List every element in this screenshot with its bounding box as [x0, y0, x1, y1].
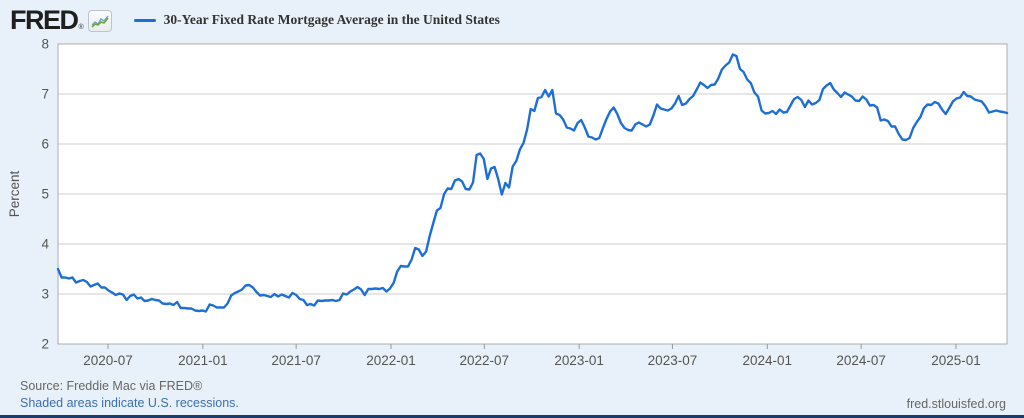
- svg-text:2: 2: [41, 337, 49, 352]
- svg-text:5: 5: [41, 187, 49, 202]
- fred-registered-mark: ®: [78, 24, 84, 31]
- legend-line-swatch: [133, 18, 156, 22]
- svg-text:7: 7: [41, 87, 49, 102]
- fred-sparkline-icon: [87, 10, 112, 32]
- svg-text:2023-01: 2023-01: [554, 353, 604, 368]
- svg-text:2024-07: 2024-07: [836, 353, 886, 368]
- svg-text:6: 6: [41, 137, 49, 152]
- chart-header: FRED ® 30-Year Fixed Rate Mortgage Avera…: [10, 6, 500, 34]
- svg-text:Percent: Percent: [7, 170, 22, 217]
- series-title[interactable]: 30-Year Fixed Rate Mortgage Average in t…: [163, 12, 500, 27]
- fred-logo[interactable]: FRED ®: [10, 5, 112, 35]
- chart-legend: 30-Year Fixed Rate Mortgage Average in t…: [133, 12, 500, 28]
- site-link[interactable]: fred.stlouisfed.org: [906, 397, 1006, 411]
- svg-text:2025-01: 2025-01: [931, 353, 981, 368]
- svg-text:2021-01: 2021-01: [178, 353, 228, 368]
- svg-text:2021-07: 2021-07: [271, 353, 321, 368]
- svg-text:2020-07: 2020-07: [83, 353, 133, 368]
- svg-text:2022-07: 2022-07: [460, 353, 510, 368]
- svg-text:2023-07: 2023-07: [648, 353, 698, 368]
- svg-text:2024-01: 2024-01: [743, 353, 793, 368]
- svg-text:4: 4: [41, 237, 49, 252]
- svg-text:8: 8: [41, 37, 49, 52]
- bottom-border-bar: [0, 415, 1024, 418]
- fred-logo-text: FRED: [10, 5, 79, 35]
- chart-footer: Source: Freddie Mac via FRED® Shaded are…: [20, 379, 1006, 412]
- svg-text:2022-01: 2022-01: [366, 353, 416, 368]
- svg-text:3: 3: [41, 287, 49, 302]
- source-text: Source: Freddie Mac via FRED®: [20, 379, 203, 393]
- footer-left: Source: Freddie Mac via FRED® Shaded are…: [20, 379, 239, 412]
- recession-note-link[interactable]: Shaded areas indicate U.S. recessions.: [20, 396, 239, 410]
